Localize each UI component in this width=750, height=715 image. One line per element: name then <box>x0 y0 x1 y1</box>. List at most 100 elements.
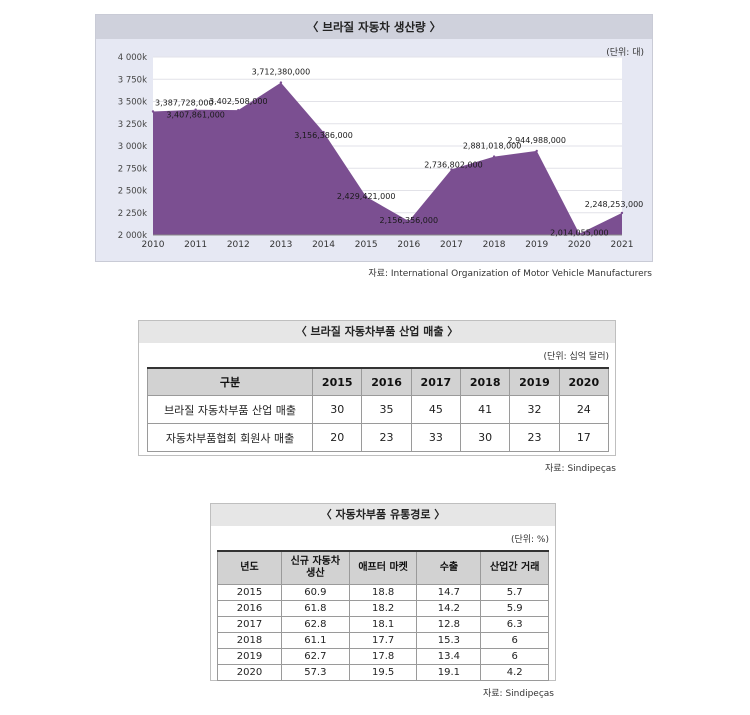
value-cell: 61.8 <box>280 600 350 617</box>
table-row: 2015 60.9 18.8 14.7 5.7 <box>217 584 549 601</box>
value-cell: 23 <box>509 423 560 452</box>
table-row: 2017 62.8 18.1 12.8 6.3 <box>217 616 549 633</box>
data-label: 2,881,018,000 <box>463 142 522 151</box>
column-header: 년도 <box>217 550 282 585</box>
value-cell: 6 <box>480 632 549 649</box>
x-tick-label: 2012 <box>227 240 250 250</box>
production-area-chart: 2 000k 2 250k 2 500k 2 750k 3 000k 3 250k 3 50… <box>118 53 644 250</box>
value-cell: 14.7 <box>416 584 482 601</box>
value-cell: 13.4 <box>416 648 482 665</box>
value-cell: 61.1 <box>280 632 350 649</box>
data-label: 2,429,421,000 <box>337 192 396 201</box>
data-point <box>578 232 581 235</box>
value-cell: 30 <box>460 423 511 452</box>
value-cell: 62.8 <box>280 616 350 633</box>
chart-unit-note: (단위: 대) <box>606 48 644 58</box>
row-label-cell: 브라질 자동차부품 산업 매출 <box>146 395 314 424</box>
row-label-cell: 2017 <box>217 616 282 633</box>
table-row: 자동차부품협회 회원사 매출 20 23 33 30 23 17 <box>146 423 610 452</box>
data-label: 3,387,728,000 <box>155 98 214 107</box>
row-label-cell: 2018 <box>217 632 282 649</box>
column-header: 애프터 마켓 <box>348 550 418 585</box>
x-tick-label: 2020 <box>568 240 591 250</box>
value-cell: 5.9 <box>480 600 549 617</box>
column-header: 구분 <box>146 367 314 396</box>
data-point <box>492 155 496 158</box>
revenue-table: 구분 2015 2016 2017 2018 2019 2020 브라질 자동차부품 산업 … <box>146 367 610 452</box>
value-cell: 33 <box>410 423 462 452</box>
revenue-source: 자료: Sindipeças <box>545 464 616 474</box>
value-cell: 18.2 <box>348 600 418 617</box>
row-label-cell: 자동차부품협회 회원사 매출 <box>146 423 314 452</box>
value-cell: 15.3 <box>416 632 482 649</box>
data-label: 3,402,508,000 <box>209 97 268 106</box>
y-tick-label: 3 000k <box>118 142 147 152</box>
data-label: 2,248,253,000 <box>585 200 644 209</box>
column-header: 2020 <box>558 367 610 396</box>
revenue-table-title: 〈 브라질 자동차부품 산업 매출 〉 <box>139 321 615 343</box>
table-row: 2020 57.3 19.5 19.1 4.2 <box>217 664 549 681</box>
y-tick-label: 3 750k <box>118 75 147 85</box>
value-cell: 32 <box>509 395 560 424</box>
column-header: 2017 <box>410 367 462 396</box>
y-tick-label: 3 250k <box>118 120 147 130</box>
x-tick-label: 2015 <box>355 240 378 250</box>
value-cell: 19.5 <box>348 664 418 681</box>
distribution-table-panel: 〈 자동차부품 유통경로 〉 (단위: %) 년도 신규 자동차 생산 애프터 마켓… <box>210 503 556 681</box>
table-row: 2019 62.7 17.8 13.4 6 <box>217 648 549 665</box>
value-cell: 4.2 <box>480 664 549 681</box>
value-cell: 60.9 <box>280 584 350 601</box>
value-cell: 62.7 <box>280 648 350 665</box>
y-tick-label: 2 000k <box>118 231 147 241</box>
distribution-table-title: 〈 자동차부품 유통경로 〉 <box>211 504 555 526</box>
value-cell: 45 <box>410 395 462 424</box>
revenue-header-row: 구분 2015 2016 2017 2018 2019 2020 <box>146 367 610 396</box>
data-label: 2,736,802,000 <box>424 160 483 169</box>
data-label: 2,156,356,000 <box>380 216 439 225</box>
data-point <box>279 81 283 84</box>
data-label: 3,712,380,000 <box>252 68 311 77</box>
row-label-cell: 2020 <box>217 664 282 681</box>
data-point <box>151 110 155 113</box>
revenue-table-panel: 〈 브라질 자동차부품 산업 매출 〉 (단위: 십억 달러) 구분 2015 20… <box>138 320 616 456</box>
value-cell: 35 <box>361 395 412 424</box>
data-point <box>194 108 197 111</box>
chart-source: 자료: International Organization of Motor … <box>368 269 652 279</box>
x-tick-label: 2011 <box>184 240 207 250</box>
data-point <box>407 219 411 223</box>
value-cell: 23 <box>361 423 412 452</box>
row-label-cell: 2016 <box>217 600 282 617</box>
column-header: 신규 자동차 생산 <box>280 550 350 585</box>
column-header: 수출 <box>416 550 482 585</box>
column-header: 2019 <box>509 367 560 396</box>
column-header: 2016 <box>361 367 412 396</box>
value-cell: 5.7 <box>480 584 549 601</box>
value-cell: 20 <box>312 423 363 452</box>
data-label: 3,156,386,000 <box>294 131 353 140</box>
distribution-unit-note: (단위: %) <box>510 535 549 545</box>
x-tick-label: 2016 <box>397 240 420 250</box>
data-point <box>322 130 325 134</box>
value-cell: 24 <box>558 395 610 424</box>
distribution-table: 년도 신규 자동차 생산 애프터 마켓 수출 산업간 거래 2015 60.9 18.8 14… <box>217 550 549 681</box>
y-tick-label: 2 750k <box>118 164 147 174</box>
y-tick-label: 3 500k <box>118 98 147 108</box>
row-label-cell: 2015 <box>217 584 282 601</box>
y-tick-label: 4 000k <box>118 53 147 63</box>
value-cell: 18.1 <box>348 616 418 633</box>
column-header: 2018 <box>460 367 511 396</box>
x-tick-label: 2019 <box>525 240 548 250</box>
x-tick-label: 2010 <box>142 240 165 250</box>
data-point <box>535 149 538 153</box>
value-cell: 41 <box>460 395 511 424</box>
x-tick-label: 2021 <box>611 240 634 250</box>
value-cell: 12.8 <box>416 616 482 633</box>
x-tick-label: 2013 <box>269 240 292 250</box>
value-cell: 17.8 <box>348 648 418 665</box>
data-point <box>237 108 240 112</box>
distribution-source: 자료: Sindipeças <box>483 689 554 699</box>
data-point <box>450 168 453 171</box>
column-header: 산업간 거래 <box>480 550 549 585</box>
column-header: 2015 <box>312 367 363 396</box>
value-cell: 6 <box>480 648 549 665</box>
